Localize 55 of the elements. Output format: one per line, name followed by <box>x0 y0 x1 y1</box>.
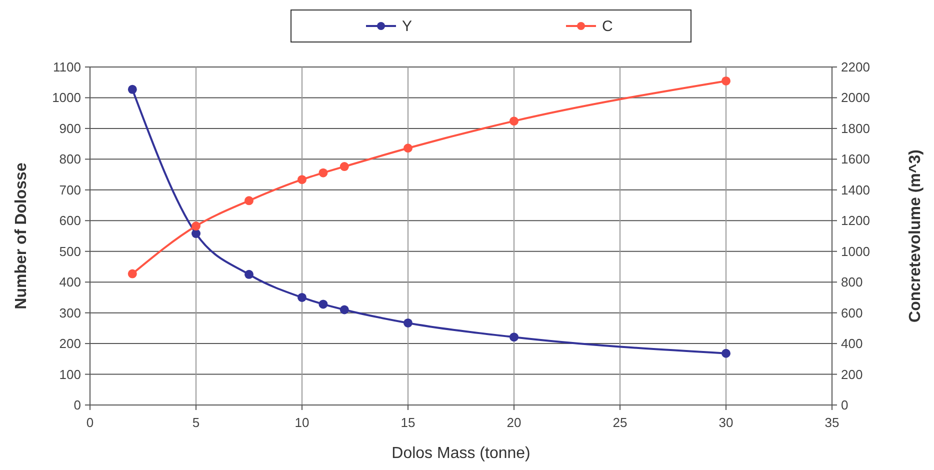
y-tick-label: 600 <box>59 213 81 228</box>
y-tick-label: 200 <box>59 336 81 352</box>
x-tick-label: 20 <box>506 415 522 430</box>
point <box>340 305 349 314</box>
legend-label: C <box>602 18 613 35</box>
y-tick-label: 900 <box>59 120 81 136</box>
x-tick-label: 10 <box>294 415 310 430</box>
point <box>128 269 137 278</box>
y-tick-label: 1000 <box>52 90 81 106</box>
x-tick-label: 30 <box>718 415 734 430</box>
y-tick-label: 0 <box>74 398 81 412</box>
point <box>318 300 328 309</box>
point <box>340 162 349 172</box>
x-tick-label: 5 <box>192 415 200 430</box>
y2-tick-label: 1600 <box>841 152 870 167</box>
legend-label: Y <box>402 18 412 35</box>
point <box>722 76 730 86</box>
y2-tick-label: 2200 <box>841 60 870 74</box>
point <box>192 222 200 231</box>
y2-tick-label: 600 <box>841 305 863 320</box>
y2-tick-label: 1200 <box>841 213 870 228</box>
y-tick-label: 500 <box>59 244 81 259</box>
y-tick-label: 1100 <box>53 60 81 74</box>
y-tick-label: 300 <box>59 305 81 320</box>
point <box>318 168 328 178</box>
point <box>128 84 137 94</box>
y2-tick-label: 1000 <box>841 244 870 259</box>
point <box>244 270 254 279</box>
y-tick-label: 700 <box>59 182 81 198</box>
y2-tick-label: 1400 <box>841 182 870 198</box>
point <box>510 332 518 342</box>
point <box>722 348 730 358</box>
y2-axis-title: Concretevolume (m^3) <box>907 150 924 322</box>
point <box>404 144 412 153</box>
y2-tick-label: 1800 <box>841 120 870 136</box>
y2-tick-label: 2000 <box>841 90 870 106</box>
x-axis-title: Dolos Mass (tonne) <box>392 445 530 462</box>
y2-tick-label: 0 <box>841 398 848 412</box>
point <box>298 175 306 184</box>
x-tick-label: 25 <box>612 415 628 430</box>
point <box>298 292 306 302</box>
y2-tick-label: 800 <box>841 274 863 290</box>
y2-tick-label: 400 <box>841 336 863 352</box>
point <box>192 229 200 238</box>
y-tick-label: 800 <box>59 152 81 167</box>
x-tick-label: 15 <box>400 415 416 430</box>
y-axis-title: Number of Dolosse <box>13 162 30 310</box>
x-tick-label: 0 <box>86 415 94 430</box>
point <box>510 116 518 126</box>
point <box>244 196 254 206</box>
x-tick-label: 35 <box>824 415 840 430</box>
y-tick-label: 400 <box>59 274 81 290</box>
y2-tick-label: 200 <box>841 366 863 382</box>
point <box>404 318 412 328</box>
y-tick-label: 100 <box>59 366 81 382</box>
